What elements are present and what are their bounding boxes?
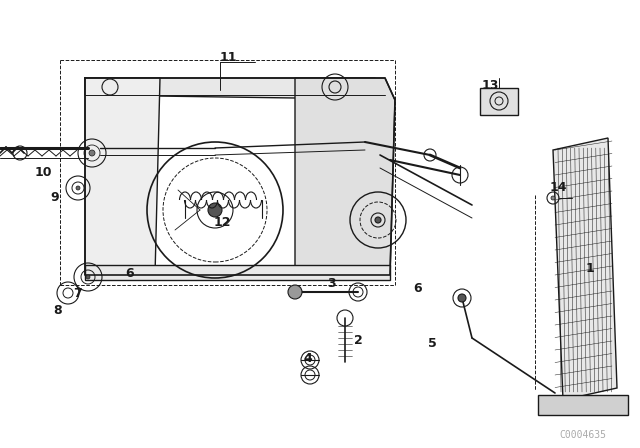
Polygon shape (480, 88, 518, 115)
Text: 5: 5 (428, 336, 436, 349)
Text: 6: 6 (413, 281, 422, 294)
Text: 10: 10 (35, 165, 52, 178)
Circle shape (458, 294, 466, 302)
Text: 12: 12 (213, 215, 231, 228)
Circle shape (76, 186, 80, 190)
Polygon shape (295, 78, 395, 275)
Circle shape (375, 217, 381, 223)
Circle shape (86, 275, 90, 279)
Polygon shape (538, 395, 628, 415)
Text: 6: 6 (125, 267, 134, 280)
Text: C0004635: C0004635 (559, 430, 607, 440)
Circle shape (551, 196, 555, 200)
Text: 9: 9 (51, 190, 60, 203)
Text: 1: 1 (586, 262, 595, 275)
Polygon shape (553, 138, 617, 400)
Text: 3: 3 (328, 276, 336, 289)
Text: 11: 11 (220, 51, 237, 64)
Circle shape (89, 150, 95, 156)
Text: 8: 8 (54, 303, 62, 316)
Polygon shape (85, 78, 385, 98)
Text: 4: 4 (303, 352, 312, 365)
Text: 13: 13 (481, 78, 499, 91)
Text: 2: 2 (354, 333, 362, 346)
Circle shape (208, 203, 222, 217)
Polygon shape (85, 78, 160, 275)
Circle shape (288, 285, 302, 299)
Polygon shape (85, 265, 390, 280)
Text: 7: 7 (72, 287, 81, 300)
Text: 14: 14 (549, 181, 567, 194)
